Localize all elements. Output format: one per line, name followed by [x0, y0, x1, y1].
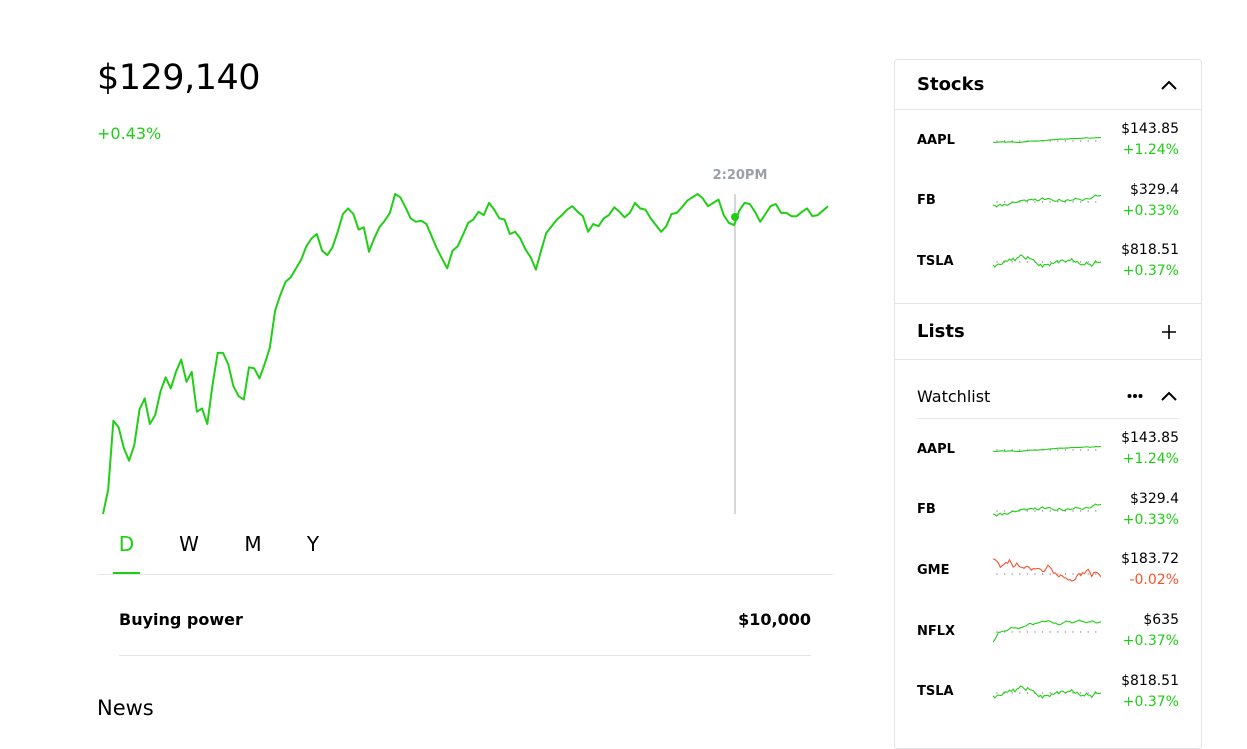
sparkline — [993, 246, 1101, 276]
chevron-up-icon[interactable] — [1159, 386, 1179, 406]
stock-change: +0.37% — [1122, 263, 1179, 280]
lists-header: Lists — [895, 304, 1201, 360]
stock-change: +0.37% — [1122, 633, 1179, 650]
portfolio-chart-svg[interactable]: 2:20PM — [97, 160, 833, 520]
stock-quote: $329.4 +0.33% — [1101, 489, 1179, 531]
stock-ticker: FB — [917, 502, 936, 518]
stock-ticker: FB — [917, 193, 936, 209]
portfolio-change: +0.43% — [97, 124, 162, 143]
stock-quote: $818.51 +0.37% — [1101, 240, 1179, 282]
stock-row[interactable]: TSLA $818.51 +0.37% — [895, 231, 1201, 292]
portfolio-value: $129,140 — [97, 58, 261, 98]
stock-ticker: TSLA — [917, 684, 954, 700]
stock-price: $635 — [1143, 612, 1179, 629]
stock-ticker: TSLA — [917, 253, 954, 269]
stock-row[interactable]: GME $183.72 -0.02% — [895, 540, 1201, 601]
sparkline — [993, 555, 1101, 585]
stock-quote: $818.51 +0.37% — [1101, 671, 1179, 713]
stock-change: +0.33% — [1122, 511, 1179, 528]
stock-row[interactable]: FB $329.4 +0.33% — [895, 171, 1201, 232]
more-dots-icon[interactable] — [1125, 386, 1145, 406]
sparkline — [993, 186, 1101, 216]
stock-quote: $143.85 +1.24% — [1101, 119, 1179, 161]
stock-change: +1.24% — [1122, 451, 1179, 468]
sidebar: Stocks AAPL $143.85 +1.24% FB $329.4 +0.33% TS… — [894, 59, 1202, 749]
stock-quote: $635 +0.37% — [1101, 610, 1179, 652]
stock-change: -0.02% — [1129, 572, 1179, 589]
tab-range-w[interactable]: W — [179, 532, 199, 556]
stock-price: $329.4 — [1130, 490, 1179, 507]
chart-cursor-dot — [731, 213, 739, 221]
sparkline — [993, 616, 1101, 646]
stock-price: $329.4 — [1130, 181, 1179, 198]
watchlist-list: AAPL $143.85 +1.24% FB $329.4 +0.33% GME $183.7… — [895, 419, 1201, 722]
buying-power-value: $10,000 — [738, 610, 811, 629]
stock-row[interactable]: AAPL $143.85 +1.24% — [895, 110, 1201, 171]
portfolio-chart[interactable]: 2:20PM — [97, 160, 833, 520]
tooltip-time: 2:20PM — [713, 168, 768, 183]
portfolio-panel: $129,140 +0.43% 2:20PM D W M Y Buying po… — [97, 0, 833, 731]
tab-range-y[interactable]: Y — [306, 532, 320, 556]
stocks-title: Stocks — [917, 74, 985, 95]
sparkline — [993, 125, 1101, 155]
stock-price: $818.51 — [1121, 672, 1179, 689]
stock-row[interactable]: FB $329.4 +0.33% — [895, 480, 1201, 541]
stock-row[interactable]: AAPL $143.85 +1.24% — [895, 419, 1201, 480]
range-tabs: D W M Y — [97, 528, 833, 575]
stock-change: +0.33% — [1122, 202, 1179, 219]
stock-price: $818.51 — [1121, 242, 1179, 259]
stock-quote: $329.4 +0.33% — [1101, 180, 1179, 222]
stock-row[interactable]: TSLA $818.51 +0.37% — [895, 661, 1201, 722]
stocks-list: AAPL $143.85 +1.24% FB $329.4 +0.33% TSLA $818.… — [895, 110, 1201, 304]
buying-power-row[interactable]: Buying power $10,000 — [119, 586, 811, 656]
stock-price: $143.85 — [1121, 430, 1179, 447]
sparkline — [993, 434, 1101, 464]
stock-ticker: GME — [917, 562, 950, 578]
stock-change: +1.24% — [1122, 142, 1179, 159]
stock-ticker: AAPL — [917, 441, 955, 457]
sparkline — [993, 677, 1101, 707]
tab-range-d[interactable]: D — [113, 532, 140, 574]
tab-range-m[interactable]: M — [244, 532, 262, 556]
stock-ticker: NFLX — [917, 623, 956, 639]
plus-icon[interactable] — [1159, 322, 1179, 342]
buying-power-label: Buying power — [119, 610, 243, 629]
stock-change: +0.37% — [1122, 693, 1179, 710]
stock-ticker: AAPL — [917, 132, 955, 148]
sparkline — [993, 495, 1101, 525]
stock-quote: $143.85 +1.24% — [1101, 428, 1179, 470]
news-heading: News — [97, 696, 154, 720]
chevron-up-icon[interactable] — [1159, 75, 1179, 95]
stock-quote: $183.72 -0.02% — [1101, 549, 1179, 591]
stock-price: $143.85 — [1121, 121, 1179, 138]
watchlist-title: Watchlist — [917, 386, 991, 406]
watchlist-header: Watchlist — [917, 360, 1179, 419]
lists-title: Lists — [917, 321, 965, 342]
stock-row[interactable]: NFLX $635 +0.37% — [895, 601, 1201, 662]
stocks-header: Stocks — [895, 60, 1201, 110]
portfolio-line — [102, 193, 829, 515]
stock-price: $183.72 — [1121, 551, 1179, 568]
